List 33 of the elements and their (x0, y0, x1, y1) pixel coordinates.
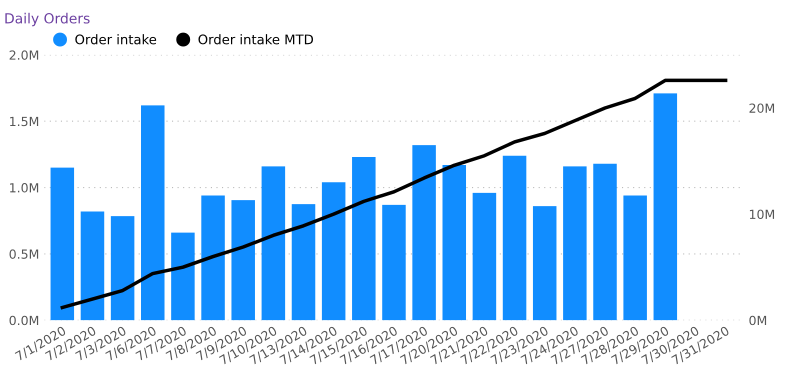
y-tick-label: 0.0M (10, 316, 38, 326)
chart-title: Daily Orders (5, 12, 90, 26)
bar (110, 216, 134, 320)
bar (171, 232, 195, 320)
y2-tick-label: 0M (749, 316, 766, 326)
bar (141, 105, 165, 320)
bar (654, 93, 678, 320)
bar (292, 204, 316, 320)
bar (352, 157, 376, 320)
bar (201, 196, 225, 320)
bar (472, 192, 496, 320)
bar (322, 182, 346, 320)
y-tick-label: 1.5M (10, 116, 38, 126)
bar (412, 145, 436, 320)
bar (593, 164, 617, 320)
bar (442, 165, 466, 320)
bar (50, 168, 74, 320)
y-tick-label: 2.0M (10, 50, 38, 60)
bar (532, 206, 556, 320)
y-tick-label: 1.0M (10, 183, 38, 192)
bar (231, 200, 255, 320)
legend-label: Order intake MTD (198, 34, 314, 44)
y2-tick-label: 10M (750, 210, 774, 220)
bar (80, 211, 104, 320)
y2-tick-label: 20M (749, 103, 774, 113)
legend-label: Order intake (75, 34, 156, 44)
y-tick-label: 0.5M (10, 249, 38, 259)
bar (382, 204, 406, 320)
bar (563, 166, 587, 320)
line-series (60, 78, 728, 310)
bar (262, 166, 286, 320)
bar (502, 156, 526, 320)
bar (623, 196, 647, 320)
